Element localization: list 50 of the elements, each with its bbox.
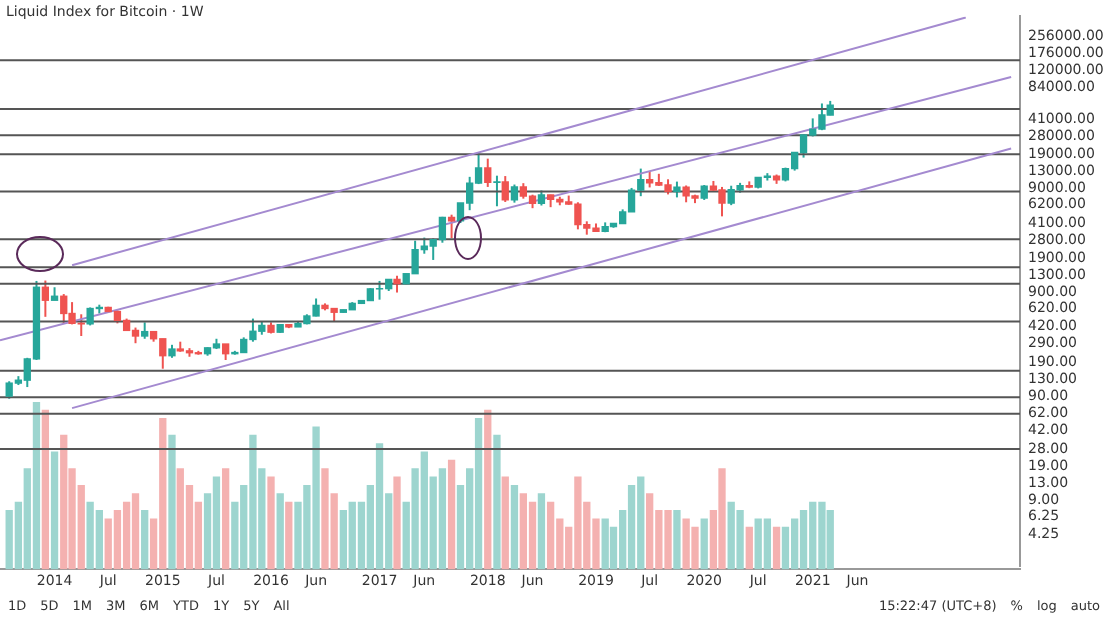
bar [826, 510, 834, 570]
bar [700, 518, 708, 570]
bar [393, 476, 401, 570]
bar [131, 493, 140, 570]
bar [627, 484, 636, 570]
candlestick [447, 213, 456, 240]
bar [510, 484, 519, 570]
bar [447, 459, 456, 570]
bar [673, 510, 681, 570]
bar [601, 518, 609, 570]
bar [50, 451, 59, 570]
bar [528, 501, 537, 570]
bar [493, 434, 501, 570]
candlestick [510, 183, 519, 204]
candlestick [718, 185, 726, 218]
candlestick [484, 157, 492, 188]
bar [745, 526, 753, 570]
bar [484, 409, 492, 570]
bar [537, 493, 546, 570]
bar [122, 501, 131, 570]
bar [474, 418, 483, 570]
bar [276, 493, 284, 570]
bar [168, 434, 176, 570]
candlestick [375, 279, 384, 301]
bar [375, 443, 384, 570]
bar [41, 409, 50, 570]
bar [212, 476, 221, 570]
bar [141, 510, 149, 570]
candlestick [438, 215, 447, 244]
candlestick [493, 174, 501, 208]
bar [799, 510, 808, 570]
bar [113, 510, 122, 570]
bar [267, 476, 275, 570]
bar [546, 501, 555, 570]
bar [718, 468, 726, 570]
bar [736, 510, 744, 570]
candlestick [41, 279, 50, 318]
bar [285, 501, 293, 570]
bar [32, 402, 41, 570]
candlestick [501, 175, 509, 203]
bar [221, 468, 230, 570]
bar [772, 526, 781, 570]
bar [501, 476, 509, 570]
bar [60, 434, 68, 570]
bar [790, 518, 799, 570]
candlestick [60, 293, 68, 325]
bar [438, 468, 447, 570]
bar [339, 510, 348, 570]
bar [763, 518, 772, 570]
bar [781, 526, 790, 570]
